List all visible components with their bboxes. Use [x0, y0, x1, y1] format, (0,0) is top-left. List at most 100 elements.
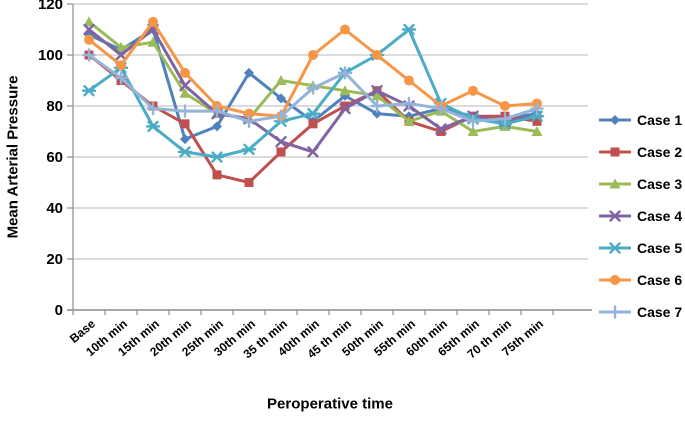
- data-point-marker: [338, 66, 352, 80]
- data-point-marker: [608, 305, 622, 319]
- data-point-marker: [210, 104, 224, 118]
- data-point-marker: [146, 101, 160, 116]
- data-point-marker: [83, 23, 95, 36]
- legend-marker-x-icon: [599, 210, 631, 222]
- legend-item-case-4: Case 4: [598, 206, 682, 226]
- data-point-marker: [308, 50, 318, 60]
- data-point-marker: [339, 102, 351, 115]
- data-point-marker: [276, 147, 286, 157]
- legend-label: Case 4: [637, 208, 683, 224]
- data-point-marker: [372, 108, 382, 119]
- data-point-marker: [499, 120, 511, 131]
- data-point-marker: [370, 99, 384, 113]
- y-tick-label-120: 120: [38, 0, 63, 13]
- legend-item-case-6: Case 6: [598, 270, 682, 290]
- legend-marker-plus-icon: [599, 305, 631, 319]
- data-point-marker: [145, 120, 161, 133]
- data-point-marker: [178, 104, 192, 118]
- legend-marker-asterisk-icon: [599, 242, 631, 254]
- data-point-marker: [340, 24, 350, 35]
- data-point-marker: [467, 126, 479, 136]
- data-point-marker: [532, 116, 542, 126]
- legend-label: Case 2: [637, 144, 683, 160]
- data-point-marker: [607, 242, 623, 254]
- legend-marker-square-icon: [599, 147, 631, 157]
- data-point-marker: [307, 146, 319, 158]
- data-point-marker: [83, 16, 95, 27]
- legend-label: Case 5: [637, 240, 683, 256]
- series-case-4: [83, 23, 543, 158]
- legend-item-case-1: Case 1: [598, 110, 682, 130]
- data-point-marker: [306, 81, 320, 95]
- data-point-marker: [116, 60, 126, 71]
- data-point-marker: [244, 108, 254, 119]
- data-point-marker: [372, 50, 382, 60]
- data-point-marker: [371, 85, 383, 97]
- legend-item-case-7: Case 7: [598, 302, 682, 322]
- data-point-marker: [530, 101, 544, 116]
- data-point-marker: [531, 126, 543, 136]
- data-point-marker: [82, 48, 96, 62]
- data-point-marker: [529, 110, 545, 122]
- data-point-marker: [276, 93, 286, 104]
- data-point-marker: [609, 210, 621, 222]
- legend-label: Case 1: [637, 112, 683, 128]
- data-point-marker: [241, 143, 257, 156]
- data-point-marker: [609, 178, 621, 189]
- data-point-marker: [610, 115, 620, 125]
- series-case-6: [84, 16, 542, 122]
- legend-marker-diamond-icon: [599, 115, 631, 125]
- legend-label: Case 7: [637, 304, 683, 320]
- data-point-marker: [339, 85, 351, 96]
- data-point-marker: [244, 178, 254, 187]
- data-point-marker: [468, 85, 478, 96]
- data-point-marker: [610, 275, 620, 285]
- y-tick-label-100: 100: [38, 47, 63, 64]
- data-point-marker: [436, 127, 446, 136]
- legend-item-case-2: Case 2: [598, 142, 682, 162]
- data-point-marker: [435, 123, 447, 135]
- legend-item-case-3: Case 3: [598, 174, 682, 194]
- data-point-marker: [209, 151, 225, 163]
- y-tick-label-60: 60: [46, 149, 63, 166]
- data-point-marker: [305, 107, 321, 120]
- data-point-marker: [498, 112, 512, 126]
- legend-marker-circle-icon: [599, 275, 631, 285]
- data-point-marker: [434, 101, 448, 116]
- data-point-marker: [275, 136, 287, 148]
- series-case-7: [82, 48, 544, 128]
- legend: Case 1 Case 2 Case 3 Case 4 Case 5 Case 6 Case…: [598, 110, 682, 322]
- data-point-marker: [371, 90, 383, 101]
- data-point-marker: [147, 36, 159, 47]
- series-case-5: [81, 23, 545, 163]
- legend-item-case-5: Case 5: [598, 238, 682, 258]
- data-point-marker: [275, 75, 287, 85]
- data-point-marker: [500, 101, 510, 111]
- data-point-marker: [308, 119, 318, 129]
- x-axis-title: Peroperative time: [267, 395, 393, 413]
- data-point-marker: [401, 23, 417, 36]
- data-point-marker: [340, 101, 350, 111]
- data-point-marker: [244, 67, 254, 78]
- data-point-marker: [81, 85, 97, 97]
- data-point-marker: [402, 96, 416, 111]
- data-point-marker: [115, 49, 127, 61]
- data-point-marker: [180, 119, 190, 129]
- y-tick-label-40: 40: [46, 200, 63, 217]
- data-point-marker: [403, 115, 415, 126]
- y-tick-label-80: 80: [46, 98, 63, 115]
- legend-marker-triangle-icon: [599, 178, 631, 189]
- data-point-marker: [179, 79, 191, 92]
- data-point-marker: [114, 71, 128, 85]
- data-point-marker: [148, 16, 158, 27]
- data-point-marker: [179, 87, 191, 98]
- data-point-marker: [212, 170, 222, 180]
- data-point-marker: [404, 75, 414, 86]
- data-point-marker: [180, 134, 190, 145]
- y-tick-label-0: 0: [55, 302, 63, 319]
- y-tick-label-20: 20: [46, 251, 63, 268]
- data-point-marker: [466, 114, 480, 128]
- data-point-marker: [242, 114, 256, 128]
- data-point-marker: [177, 146, 193, 158]
